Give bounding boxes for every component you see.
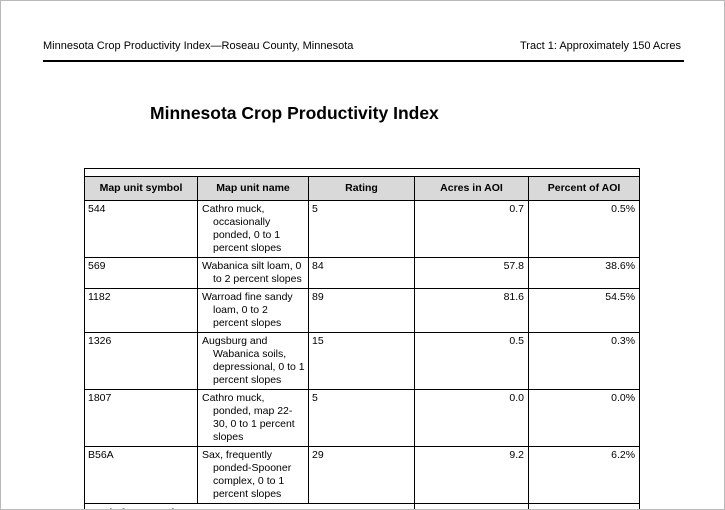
cell-percent: 54.5% [527,288,641,333]
table-header-row: Map unit symbol Map unit name Rating Acres … [84,176,641,201]
report-header-right: Tract 1: Approximately 150 Acres [520,40,681,52]
cell-acres: 81.6 [414,288,529,333]
cell-acres: 9.2 [414,446,529,504]
cell-rating: 84 [308,257,415,289]
cell-percent: 38.6% [527,257,641,289]
table-caption-row [83,168,641,177]
cell-rating: 89 [308,288,415,333]
cell-percent: 0.0% [527,389,641,447]
column-header: Map unit symbol [84,176,198,201]
header-divider-rule [43,60,684,62]
cell-map-unit-symbol: 1326 [84,332,198,390]
page-title: Minnesota Crop Productivity Index [150,103,439,123]
table-row: 544 Cathro muck, occasionally ponded, 0 … [84,200,641,258]
totals-percent-value: 100.0% [527,503,641,509]
cell-rating: 5 [308,200,415,258]
cell-map-unit-name: Wabanica silt loam, 0 to 2 percent slope… [197,257,309,289]
table-row: 1807 Cathro muck, ponded, map 22-30, 0 t… [84,389,641,447]
column-header: Map unit name [197,176,309,201]
totals-acres-value: 149.8 [414,503,529,509]
cell-map-unit-symbol: 569 [84,257,198,289]
cell-rating: 5 [308,389,415,447]
cell-map-unit-name: Warroad fine sandy loam, 0 to 2 percent … [197,288,309,333]
cell-map-unit-symbol: 544 [84,200,198,258]
cell-rating: 29 [308,446,415,504]
cell-acres: 0.0 [414,389,529,447]
column-header: Acres in AOI [414,176,529,201]
cell-map-unit-name: Augsburg and Wabanica soils, depressiona… [197,332,309,390]
cell-map-unit-symbol: B56A [84,446,198,504]
cell-acres: 0.5 [414,332,529,390]
column-header: Percent of AOI [527,176,641,201]
column-header: Rating [308,176,415,201]
cell-rating: 15 [308,332,415,390]
totals-label: Totals for Area of Interest [84,503,415,509]
cell-percent: 0.3% [527,332,641,390]
table-row: B56A Sax, frequently ponded-Spooner comp… [84,446,641,504]
cell-map-unit-name: Cathro muck, occasionally ponded, 0 to 1… [197,200,309,258]
cell-map-unit-symbol: 1807 [84,389,198,447]
cell-percent: 0.5% [527,200,641,258]
cell-map-unit-name: Cathro muck, ponded, map 22-30, 0 to 1 p… [197,389,309,447]
cell-acres: 57.8 [414,257,529,289]
cell-map-unit-symbol: 1182 [84,288,198,333]
cell-map-unit-name: Sax, frequently ponded-Spooner complex, … [197,446,309,504]
crop-productivity-table: Map unit symbol Map unit name Rating Acres … [83,168,641,509]
table-row: 569 Wabanica silt loam, 0 to 2 percent s… [84,257,641,289]
table-row: 1182 Warroad fine sandy loam, 0 to 2 per… [84,288,641,333]
report-header-left: Minnesota Crop Productivity Index—Roseau… [43,40,354,52]
cell-acres: 0.7 [414,200,529,258]
table-caption-cell [83,168,641,177]
table-totals-row: Totals for Area of Interest 149.8 100.0% [84,503,641,509]
cell-percent: 6.2% [527,446,641,504]
table-row: 1326 Augsburg and Wabanica soils, depres… [84,332,641,390]
